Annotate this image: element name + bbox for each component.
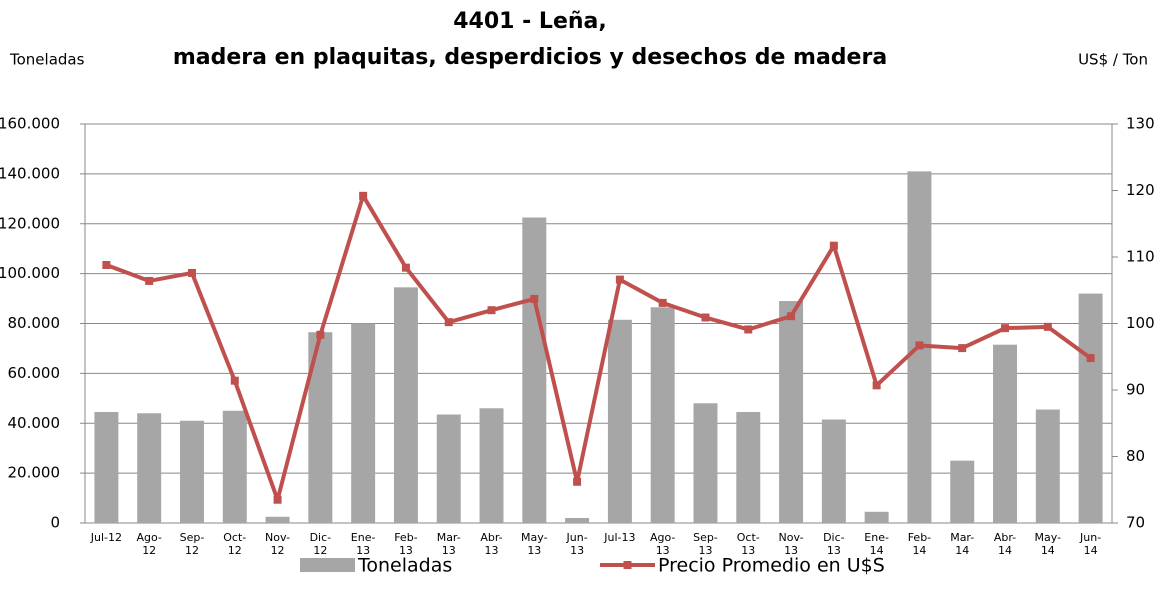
bar [479, 408, 504, 523]
price-marker [573, 477, 582, 486]
x-tick-label: Jul-12 [90, 531, 123, 544]
y-tick-label: 60.000 [8, 364, 61, 382]
bar [864, 511, 889, 523]
bar [779, 301, 804, 523]
price-line [105, 193, 1092, 502]
price-marker [401, 263, 410, 272]
bar [607, 319, 632, 523]
price-marker [787, 312, 796, 321]
x-tick-label: Feb-13 [394, 531, 418, 557]
price-marker [829, 241, 838, 250]
legend-label: Toneladas [357, 555, 452, 577]
y2-axis-label: US$ / Ton [1078, 51, 1148, 69]
price-marker [359, 191, 368, 200]
bar [522, 217, 547, 523]
x-tick-label: Abr-14 [993, 531, 1017, 557]
y2-tick-label: 100 [1126, 314, 1155, 332]
y-tick-label: 100.000 [0, 264, 60, 282]
y2-tick-label: 90 [1126, 381, 1145, 399]
bar [94, 412, 119, 523]
y2-tick-label: 80 [1126, 447, 1145, 465]
legend-swatch [623, 561, 632, 569]
x-tick-label: Mar-13 [436, 531, 461, 557]
x-tick-label: Feb-14 [907, 531, 932, 557]
price-marker [701, 313, 710, 322]
bar [950, 460, 975, 523]
x-tick-label: Oct-12 [223, 531, 247, 557]
x-tick-label: Abr-13 [480, 531, 503, 557]
x-tick-label: May-13 [521, 531, 548, 557]
price-marker [658, 298, 667, 307]
price-marker [530, 294, 539, 303]
x-tick-label: Sep-12 [179, 531, 205, 557]
bar [736, 412, 761, 523]
x-tick-label: Ene-14 [864, 531, 889, 557]
x-tick-label: Oct-13 [736, 531, 760, 557]
y2-tick-label: 110 [1126, 248, 1155, 266]
price-marker [1001, 324, 1010, 333]
y-tick-label: 120.000 [0, 214, 60, 232]
bar [650, 307, 675, 523]
y2-tick-label: 130 [1126, 115, 1155, 133]
price-marker [187, 268, 196, 277]
bar [179, 420, 204, 523]
price-marker [1086, 354, 1095, 363]
y-tick-label: 80.000 [8, 314, 61, 332]
x-tick-label: Mar-14 [950, 531, 975, 557]
y-tick-label: 40.000 [8, 414, 61, 432]
x-tick-label: Dic-13 [823, 531, 845, 557]
price-marker [487, 306, 496, 315]
y-tick-label: 0 [50, 514, 60, 532]
price-marker [915, 341, 924, 350]
x-tick-label: Ago-12 [136, 531, 162, 557]
y2-tick-label: 120 [1126, 181, 1155, 199]
price-marker [273, 495, 282, 504]
legend-label: Precio Promedio en U$S [658, 555, 885, 577]
bar [137, 413, 162, 523]
bar [265, 516, 290, 523]
price-marker [316, 330, 325, 339]
bar [993, 344, 1018, 523]
y2-tick-label: 70 [1126, 514, 1145, 532]
price-marker [102, 260, 111, 269]
y-tick-label: 20.000 [8, 464, 61, 482]
x-tick-label: Ago-13 [649, 531, 676, 557]
price-marker [872, 381, 881, 390]
price-marker [145, 276, 154, 285]
x-tick-label: May-14 [1034, 531, 1062, 557]
price-marker [958, 344, 967, 353]
price-marker [744, 325, 753, 334]
x-tick-label: Dic-12 [309, 531, 332, 557]
bar [436, 414, 461, 523]
bar [1078, 293, 1103, 523]
bar [351, 323, 376, 523]
chart-title: 4401 - Leña, madera en plaquitas, desperd… [173, 9, 887, 70]
y-axis-label: Toneladas [9, 51, 85, 69]
bar [1035, 409, 1060, 523]
y-tick-label: 140.000 [0, 164, 60, 182]
x-tick-label: Ene-13 [350, 531, 376, 557]
x-tick-label: Jun-14 [1080, 531, 1102, 557]
x-tick-label: Nov-12 [264, 531, 291, 557]
bar [393, 287, 418, 523]
bar [222, 410, 247, 523]
x-tick-label: Nov-13 [778, 531, 804, 557]
y-tick-label: 160.000 [0, 115, 60, 133]
x-tick-label: Sep-13 [693, 531, 718, 557]
legend-swatch [300, 558, 355, 572]
bar [821, 419, 846, 523]
x-tick-label: Jul-13 [604, 531, 636, 544]
bar [308, 332, 333, 523]
bar [693, 403, 718, 523]
price-marker [615, 275, 624, 284]
price-marker [230, 376, 239, 385]
price-marker [444, 318, 453, 327]
x-tick-label: Jun-13 [566, 531, 588, 557]
price-marker [1043, 322, 1052, 331]
bar [565, 518, 590, 523]
